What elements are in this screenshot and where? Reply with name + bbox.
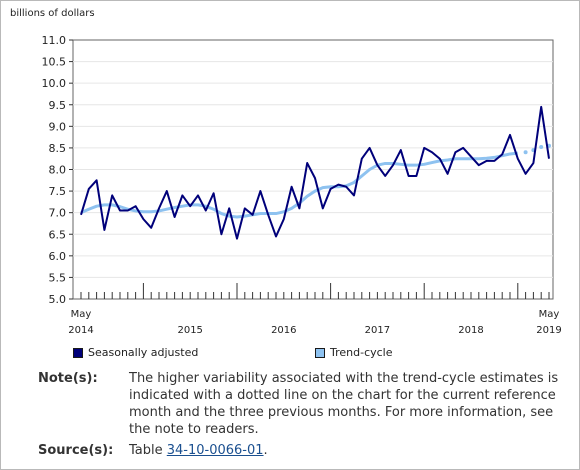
x-year-label: 2017 [365, 325, 390, 336]
y-tick-label: 7.0 [49, 207, 67, 220]
y-axis-label: billions of dollars [10, 8, 95, 19]
legend-item-seasonal: Seasonally adjusted [73, 346, 198, 359]
y-tick-label: 6.5 [49, 228, 67, 241]
source-label: Source(s): [38, 443, 114, 458]
source-row: Source(s): Table 34-10-0066-01. [38, 442, 568, 459]
x-month-label: May [539, 309, 560, 320]
trend-swatch [315, 347, 325, 358]
legend-seasonal-label: Seasonally adjusted [88, 346, 199, 359]
trend-cycle-dotted-point [539, 145, 544, 150]
source-table-link[interactable]: 34-10-0066-01 [166, 443, 264, 458]
x-year-label: 2019 [536, 325, 561, 336]
y-tick-label: 10.0 [42, 77, 67, 90]
y-tick-label: 11.0 [42, 34, 67, 47]
trend-cycle-dotted-point [523, 150, 528, 155]
source-text: Table 34-10-0066-01. [129, 442, 568, 459]
y-tick-label: 9.0 [49, 120, 67, 133]
note-row: Note(s): The higher variability associat… [38, 370, 568, 438]
y-tick-label: 9.5 [49, 99, 67, 112]
legend-item-trend: Trend-cycle [315, 346, 393, 359]
y-tick-label: 10.5 [42, 56, 67, 69]
y-tick-label: 5.0 [49, 293, 67, 306]
source-prefix: Table [129, 443, 167, 458]
source-suffix: . [263, 443, 268, 458]
legend-trend-label: Trend-cycle [330, 346, 393, 359]
notes-block: Note(s): The higher variability associat… [38, 370, 568, 459]
note-label: Note(s): [38, 371, 98, 386]
line-chart: 11.0 10.5 10.0 9.5 9.0 8.5 8.0 7.5 7.0 6.5 6.0 5.5 5… [42, 34, 562, 336]
seasonally-adjusted-line [80, 105, 550, 240]
seasonal-swatch [73, 347, 83, 358]
y-tick-label: 8.0 [49, 164, 67, 177]
y-tick-label: 6.0 [49, 250, 67, 263]
x-month-label: May [71, 309, 92, 320]
x-year-label: 2014 [68, 325, 93, 336]
x-year-label: 2015 [177, 325, 202, 336]
y-tick-label: 7.5 [49, 185, 67, 198]
x-year-label: 2018 [458, 325, 483, 336]
x-year-label: 2016 [271, 325, 296, 336]
note-text: The higher variability associated with t… [129, 371, 559, 437]
y-tick-label: 8.5 [49, 142, 67, 155]
y-tick-label: 5.5 [49, 271, 67, 284]
